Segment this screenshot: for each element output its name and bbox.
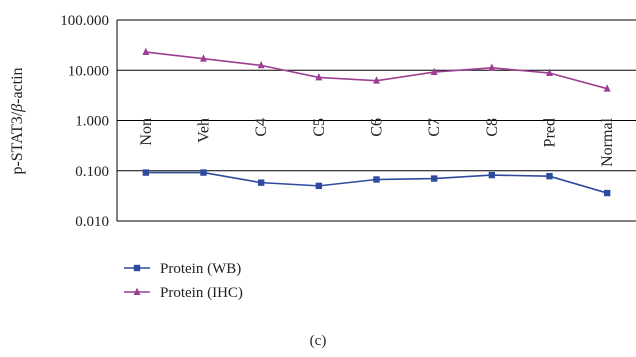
data-point <box>257 179 265 186</box>
data-point <box>257 61 265 69</box>
y-tick-label: 0.100 <box>75 164 109 180</box>
legend-marker <box>133 287 141 295</box>
category-label: C6 <box>369 118 386 137</box>
data-point <box>430 175 438 182</box>
y-axis-label-prefix: p-STAT3/ <box>9 111 26 174</box>
legend-label: Protein (WB) <box>160 261 241 277</box>
figure-caption: (c) <box>310 333 327 349</box>
y-tick-label: 10.000 <box>68 63 109 79</box>
data-point <box>200 54 207 62</box>
series-line <box>145 171 608 194</box>
legend: Protein (WB) Protein (IHC) <box>124 261 243 301</box>
y-tick-labels: 100.000 10.000 1.000 0.100 0.010 <box>60 13 109 230</box>
category-label: Normal <box>599 117 616 166</box>
data-point <box>315 73 323 81</box>
category-label: C8 <box>484 118 501 137</box>
y-tick-label: 1.000 <box>75 114 109 130</box>
data-point <box>373 76 380 84</box>
y-tick-label: 0.010 <box>75 214 109 230</box>
y-axis-label-beta: β <box>9 104 26 113</box>
category-label: C4 <box>253 118 270 137</box>
y-axis-label-suffix: -actin <box>9 67 26 103</box>
data-point <box>488 171 496 179</box>
data-point <box>315 182 323 190</box>
legend-marker <box>133 264 141 272</box>
y-tick-label: 100.000 <box>60 13 109 29</box>
category-label: C7 <box>426 118 443 137</box>
y-axis-label: p-STAT3/β-actin <box>9 67 26 174</box>
data-point <box>430 67 438 75</box>
series-lines <box>142 47 611 197</box>
category-label: Veh <box>196 118 213 143</box>
data-point <box>200 169 207 176</box>
data-point <box>546 172 553 180</box>
category-label: C5 <box>311 118 328 137</box>
category-label: Non <box>138 118 155 146</box>
data-point <box>603 189 611 197</box>
data-point <box>603 84 611 92</box>
data-point <box>142 47 150 55</box>
category-labels: Non Veh C4 C5 C6 C7 C8 Pred Normal <box>138 117 616 166</box>
category-label: Pred <box>542 118 559 147</box>
legend-label: Protein (IHC) <box>160 285 243 301</box>
data-point <box>142 169 150 176</box>
data-point <box>488 63 496 71</box>
data-point <box>373 176 380 183</box>
data-point <box>546 68 553 76</box>
